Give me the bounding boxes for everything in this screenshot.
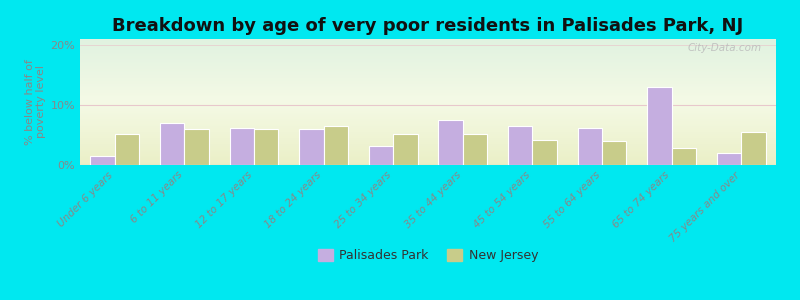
- Bar: [647, 87, 672, 165]
- Bar: [369, 146, 394, 165]
- Bar: [254, 129, 278, 165]
- Legend: Palisades Park, New Jersey: Palisades Park, New Jersey: [313, 244, 543, 267]
- Bar: [160, 123, 185, 165]
- Bar: [394, 134, 418, 165]
- Bar: [90, 156, 115, 165]
- Bar: [185, 129, 209, 165]
- Bar: [672, 148, 696, 165]
- Bar: [533, 140, 557, 165]
- Bar: [115, 134, 139, 165]
- Bar: [299, 129, 324, 165]
- Bar: [717, 153, 741, 165]
- Title: Breakdown by age of very poor residents in Palisades Park, NJ: Breakdown by age of very poor residents …: [112, 17, 744, 35]
- Y-axis label: % below half of
poverty level: % below half of poverty level: [25, 59, 46, 145]
- Bar: [438, 120, 462, 165]
- Bar: [323, 126, 348, 165]
- Bar: [463, 134, 487, 165]
- Bar: [508, 126, 533, 165]
- Text: City-Data.com: City-Data.com: [688, 43, 762, 53]
- Bar: [578, 128, 602, 165]
- Bar: [742, 132, 766, 165]
- Bar: [602, 141, 626, 165]
- Bar: [230, 128, 254, 165]
